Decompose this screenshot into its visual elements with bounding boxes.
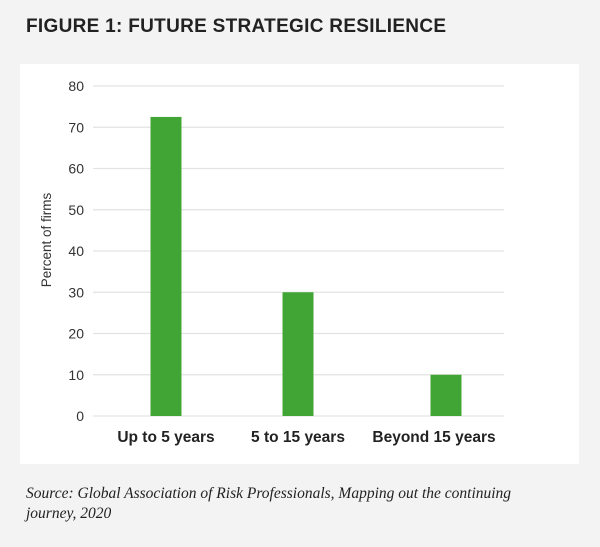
bar (282, 292, 314, 416)
y-axis-label: Percent of firms (39, 192, 54, 287)
bar (430, 374, 462, 416)
y-tick-label: 50 (68, 202, 84, 218)
y-tick-label: 70 (68, 119, 84, 135)
bar (150, 116, 182, 416)
y-tick-label: 80 (68, 78, 84, 94)
x-tick-label: 5 to 15 years (251, 429, 345, 446)
y-tick-label: 10 (68, 367, 84, 383)
figure-title: FIGURE 1: FUTURE STRATEGIC RESILIENCE (26, 16, 447, 37)
y-tick-label: 0 (76, 408, 84, 424)
y-tick-label: 40 (68, 243, 84, 259)
y-tick-label: 30 (68, 284, 84, 300)
x-tick-label: Up to 5 years (117, 429, 214, 446)
x-tick-label: Beyond 15 years (372, 429, 495, 446)
y-tick-label: 60 (68, 161, 84, 177)
y-tick-label: 20 (68, 326, 84, 342)
source-note: Source: Global Association of Risk Profe… (26, 485, 512, 522)
